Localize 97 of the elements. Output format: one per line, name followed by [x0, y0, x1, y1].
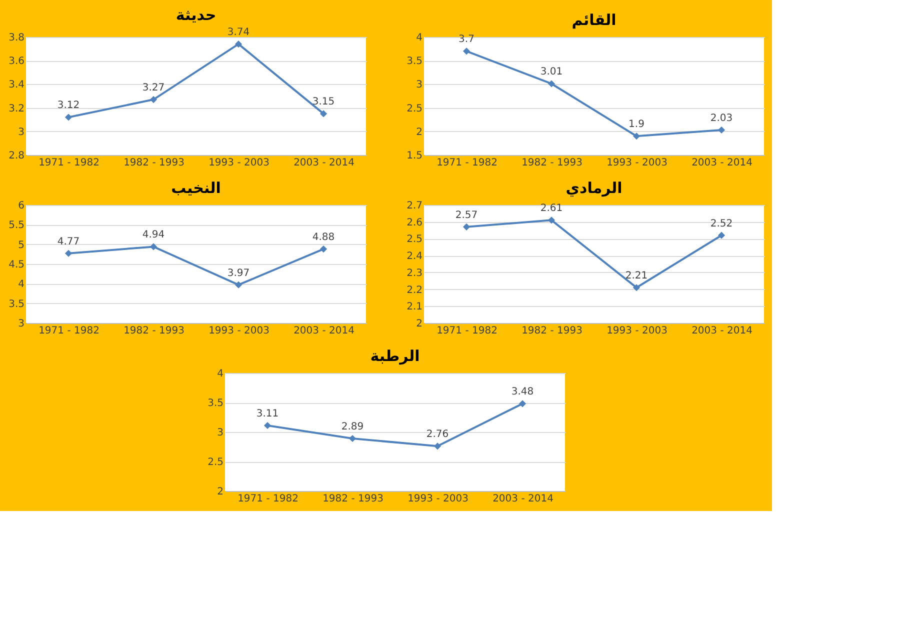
data-label: 2.89: [341, 421, 364, 432]
data-label: 3.74: [227, 27, 250, 38]
y-tick-label: 3.4: [8, 80, 24, 91]
point: [462, 48, 470, 55]
y-tick-label: 4: [18, 279, 24, 290]
y-tick-label: 2: [217, 486, 224, 498]
point: [348, 434, 356, 442]
data-label: 4.94: [142, 230, 165, 241]
y-tick-label: 3.5: [8, 298, 24, 310]
y-tick-label: 5: [18, 240, 24, 251]
y-tick-label: 2.8: [8, 150, 24, 162]
y-tick-label: 1.5: [406, 150, 422, 162]
point: [320, 110, 328, 118]
data-label: 3.11: [256, 408, 279, 420]
y-tick-label: 3.5: [406, 56, 422, 68]
x-tick-label: 1993 - 2003: [208, 326, 270, 336]
x-tick-label: 1971 - 1982: [38, 158, 100, 168]
y-tick-label: 3: [217, 428, 224, 438]
point: [718, 232, 726, 239]
x-tick-label: 1993 - 2003: [208, 158, 270, 168]
x-tick-label: 1971 - 1982: [38, 326, 100, 336]
x-tick-label: 1971 - 1982: [238, 494, 298, 504]
point: [234, 281, 242, 288]
x-tick-label: 1982 - 1993: [522, 158, 582, 168]
x-tick-label: 1993 - 2003: [606, 158, 668, 168]
x-tick-label: 1982 - 1993: [322, 494, 384, 504]
y-tick-label: 2: [416, 318, 422, 330]
data-label: 2.57: [455, 210, 478, 221]
x-tick-label: 1993 - 2003: [606, 326, 668, 336]
point: [64, 114, 72, 121]
x-tick-label: 1971 - 1982: [436, 158, 498, 168]
y-tick-label: 3: [18, 126, 24, 138]
y-tick-label: 3.8: [8, 32, 24, 44]
y-tick-label: 5.5: [8, 220, 24, 232]
y-tick-label: 2: [416, 126, 422, 138]
point: [632, 132, 640, 140]
y-tick-label: 2.7: [406, 200, 422, 212]
y-tick-label: 4.5: [8, 260, 24, 270]
y-tick-label: 3.5: [208, 398, 224, 409]
x-tick-label: 2003 - 2014: [692, 326, 752, 336]
x-tick-label: 1971 - 1982: [436, 326, 498, 336]
data-label: 2.76: [426, 429, 449, 440]
x-tick-label: 2003 - 2014: [492, 494, 554, 504]
y-tick-label: 2.3: [406, 268, 422, 279]
y-tick-label: 6: [18, 200, 24, 212]
point: [434, 442, 442, 450]
y-tick-label: 4: [416, 32, 422, 44]
data-label: 3.48: [511, 386, 534, 398]
chart-title: الرمادي: [566, 179, 622, 197]
point: [462, 223, 470, 230]
data-label: 3.97: [227, 268, 250, 279]
point: [64, 250, 72, 257]
x-tick-label: 2003 - 2014: [294, 158, 354, 168]
x-tick-label: 1982 - 1993: [522, 326, 582, 336]
y-tick-label: 4: [217, 368, 224, 380]
x-tick-label: 1982 - 1993: [124, 158, 184, 168]
data-label: 2.03: [710, 112, 733, 124]
chart-title: القائم: [572, 11, 616, 29]
point: [320, 246, 328, 253]
x-tick-label: 2003 - 2014: [294, 326, 354, 336]
data-label: 2.21: [625, 270, 648, 282]
y-tick-label: 2.4: [406, 251, 422, 262]
y-tick-label: 2.1: [406, 302, 422, 313]
y-tick-label: 3: [18, 318, 24, 330]
point: [234, 40, 242, 48]
y-tick-label: 3.6: [8, 56, 24, 68]
y-tick-label: 3: [416, 80, 422, 91]
chart-title: حديثة: [176, 6, 216, 24]
x-tick-label: 1982 - 1993: [124, 326, 184, 336]
data-label: 3.12: [57, 100, 80, 112]
point: [518, 400, 526, 408]
data-label: 1.9: [628, 119, 644, 130]
y-tick-label: 2.5: [406, 103, 422, 114]
point: [718, 126, 726, 134]
data-label: 3.01: [540, 66, 563, 78]
y-tick-label: 2.2: [406, 284, 422, 296]
chart-title: الرطبة: [370, 347, 420, 365]
data-label: 2.52: [710, 218, 733, 230]
point: [264, 422, 272, 430]
data-label: 3.27: [142, 82, 165, 94]
data-label: 3.15: [312, 96, 335, 108]
data-label: 2.61: [540, 203, 563, 214]
point: [150, 96, 158, 104]
y-tick-label: 2.5: [208, 457, 224, 468]
data-label: 3.7: [458, 34, 474, 46]
x-tick-label: 1993 - 2003: [408, 494, 468, 504]
x-tick-label: 2003 - 2014: [692, 158, 752, 168]
point: [150, 243, 158, 250]
point: [548, 216, 556, 224]
data-label: 4.77: [57, 236, 80, 248]
point: [548, 80, 556, 88]
y-tick-label: 2.6: [406, 217, 422, 228]
point: [632, 284, 640, 292]
y-tick-label: 2.5: [406, 234, 422, 246]
chart-title: النخيب: [171, 179, 221, 197]
data-label: 4.88: [312, 232, 335, 244]
y-tick-label: 3.2: [8, 103, 24, 114]
